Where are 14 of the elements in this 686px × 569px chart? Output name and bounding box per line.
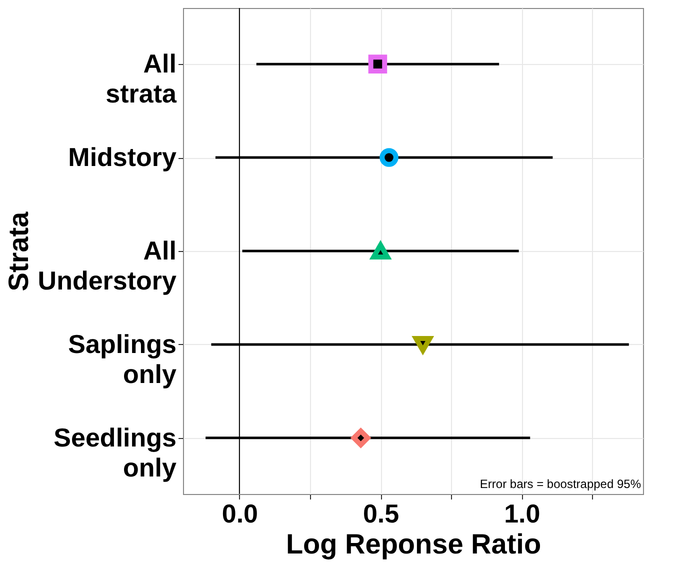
point xyxy=(368,54,388,74)
y-tick-label: All Understory xyxy=(38,236,178,296)
y-axis-title: Strata xyxy=(2,211,34,292)
annotation: Error bars = boostrapped 95% xyxy=(480,477,642,491)
x-tick-label: 1.0 xyxy=(504,498,540,528)
y-tick-label: Seedlings only xyxy=(54,422,178,482)
point xyxy=(351,428,370,448)
y-tick-label: All strata xyxy=(106,48,178,109)
x-tick-label: 0.5 xyxy=(362,498,400,528)
x-axis-title: Log Reponse Ratio xyxy=(286,528,542,560)
point xyxy=(380,148,398,167)
x-tick-label: 0.0 xyxy=(222,498,258,528)
y-tick-label: Saplings only xyxy=(68,328,178,389)
y-tick-label: Midstory xyxy=(68,142,178,172)
